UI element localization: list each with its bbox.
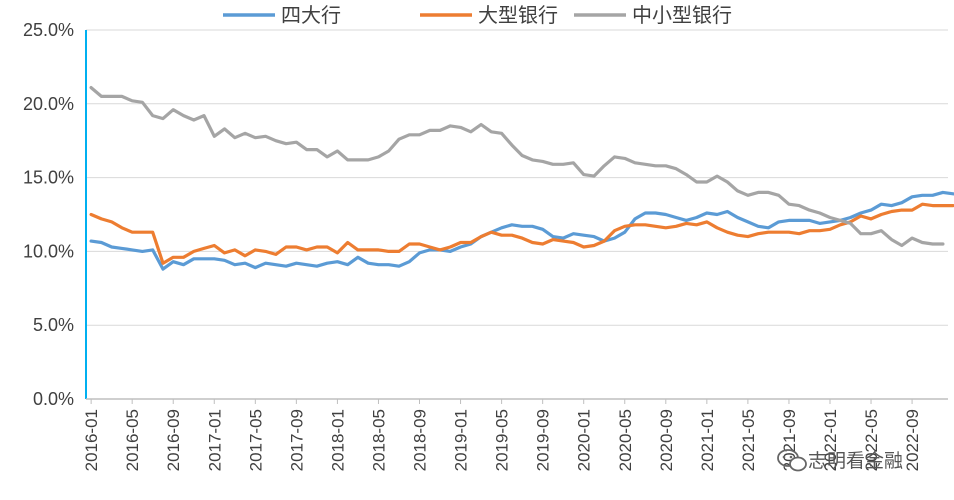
y-tick-label: 10.0% [23,241,74,261]
x-tick-label: 2016-01 [82,409,101,471]
x-tick-label: 2022-09 [903,409,922,471]
x-tick-label: 2018-05 [369,409,388,471]
x-tick-label: 2022-05 [862,409,881,471]
gridlines [86,29,948,326]
x-tick-label: 2017-01 [205,409,224,471]
legend-label: 四大行 [281,3,341,27]
series-line [89,85,945,248]
y-tick-label: 5.0% [33,315,74,335]
x-tick-label: 2022-01 [821,409,840,471]
x-tick-label: 2020-01 [575,409,594,471]
watermark: 志明看金融 [777,449,903,472]
y-tick-label: 0.0% [33,389,74,409]
series-line [89,190,954,271]
x-tick-label: 2021-09 [780,409,799,471]
y-tick-label: 15.0% [23,168,74,188]
y-tick-label: 20.0% [23,94,74,114]
x-tick-label: 2018-09 [411,409,430,471]
x-tick-label: 2017-09 [287,409,306,471]
legend-label: 中小型银行 [632,3,732,27]
x-tick-label: 2019-01 [452,409,471,471]
x-tick-label: 2016-09 [164,409,183,471]
x-tick-label: 2018-01 [328,409,347,471]
y-tick-label: 25.0% [23,20,74,40]
x-tick-label: 2021-05 [739,409,758,471]
x-tick-label: 2020-05 [616,409,635,471]
x-tick-label: 2019-09 [534,409,553,471]
y-axis-ticks: 0.0% 5.0% 10.0% 15.0% 20.0% 25.0% [23,20,74,409]
x-axis-ticks: 2016-01 2016-05 2016-09 2017-01 2017-05 2017-… [82,399,922,471]
x-tick-label: 2020-09 [657,409,676,471]
x-tick-label: 2021-01 [698,409,717,471]
series-line [89,202,954,265]
watermark-text: 志明看金融 [808,450,903,472]
legend: 四大行 大型银行 中小型银行 [223,3,732,27]
series-lines [89,85,954,271]
x-tick-label: 2017-05 [246,409,265,471]
x-tick-label: 2016-05 [123,409,142,471]
x-tick-label: 2019-05 [493,409,512,471]
wechat-icon [777,449,807,472]
legend-label: 大型银行 [478,3,558,27]
